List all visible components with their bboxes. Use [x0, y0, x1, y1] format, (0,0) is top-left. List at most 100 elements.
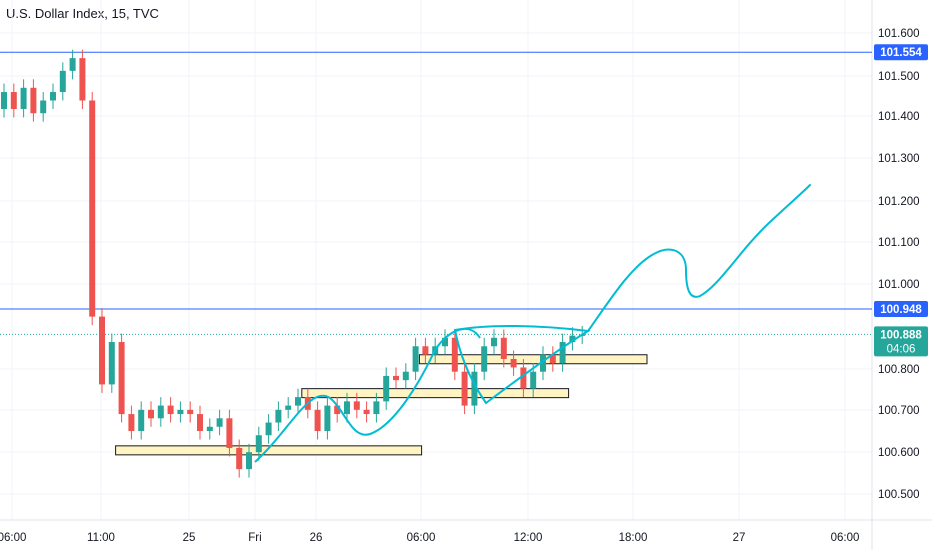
- level-price-label: 101.554: [880, 47, 922, 59]
- candle-body: [99, 316, 105, 385]
- candle: [89, 92, 96, 326]
- candle-body: [69, 58, 76, 71]
- pattern-drawing-left: [254, 328, 481, 463]
- candle-body: [128, 414, 135, 432]
- candle-body: [265, 422, 272, 436]
- zone-box: [115, 445, 423, 456]
- candle-body: [510, 358, 517, 368]
- y-tick-label: 100.700: [878, 405, 920, 417]
- candle-body: [216, 418, 223, 427]
- candle: [491, 329, 497, 355]
- candle: [442, 329, 448, 355]
- candle-body: [363, 409, 370, 415]
- x-tick-label: 18:00: [619, 532, 648, 544]
- candle-body: [148, 409, 154, 419]
- candle: [559, 333, 566, 372]
- candle: [255, 426, 262, 461]
- x-tick-label: 12:00: [514, 532, 543, 544]
- candle: [275, 401, 282, 432]
- candle-body: [334, 405, 341, 415]
- candle: [246, 443, 252, 478]
- candle-body: [540, 354, 546, 372]
- candle-body: [569, 335, 576, 343]
- candle: [1, 83, 7, 118]
- y-tick-label: 101.300: [878, 153, 920, 165]
- candle-body: [108, 342, 115, 385]
- candle-body: [138, 409, 145, 432]
- triangle-drawing: [453, 325, 591, 405]
- candle: [393, 367, 399, 389]
- candles: [1, 49, 586, 478]
- level-price-label-bg: [874, 44, 928, 61]
- y-tick-label: 101.000: [878, 279, 920, 291]
- candle-body: [206, 426, 213, 432]
- candle: [236, 439, 243, 478]
- y-tick-label: 101.400: [878, 111, 920, 123]
- candle: [50, 83, 56, 109]
- candle: [549, 346, 556, 372]
- candle: [20, 79, 27, 118]
- level-price-label-bg: [874, 300, 928, 317]
- chart-title: U.S. Dollar Index, 15, TVC: [6, 6, 159, 21]
- candle: [481, 337, 488, 381]
- candle: [451, 329, 458, 381]
- candle: [461, 363, 468, 415]
- candle: [540, 346, 546, 381]
- candle: [138, 401, 145, 440]
- candle-body: [520, 367, 527, 389]
- current-price-label: 100.888: [880, 329, 922, 341]
- candle: [128, 405, 135, 440]
- candle-body: [295, 397, 301, 406]
- candle-body: [530, 371, 537, 389]
- zone-box: [301, 388, 570, 399]
- x-tick-label: 11:00: [87, 532, 115, 544]
- x-tick-label: 27: [733, 532, 746, 544]
- x-tick-label: 06:00: [831, 532, 860, 544]
- candle: [10, 83, 17, 118]
- candle: [79, 49, 86, 109]
- candle: [353, 392, 360, 419]
- y-tick-label: 101.100: [878, 237, 920, 249]
- candle: [383, 367, 390, 410]
- candle-body: [79, 58, 86, 101]
- candle-body: [59, 70, 66, 93]
- candle-body: [559, 342, 566, 364]
- candle: [510, 350, 517, 376]
- x-tick-label: 25: [183, 532, 196, 544]
- candle-body: [246, 452, 252, 470]
- candle: [314, 401, 321, 440]
- candle: [206, 418, 213, 440]
- candle: [569, 327, 576, 351]
- candle: [216, 409, 223, 436]
- candle: [167, 397, 174, 423]
- candle-body: [549, 354, 556, 364]
- current-price-label-bg: [874, 326, 928, 357]
- candle: [157, 397, 164, 427]
- zones: [115, 354, 648, 456]
- candle: [59, 62, 66, 101]
- candle: [30, 79, 37, 122]
- candle-body: [373, 401, 380, 415]
- candle-body: [353, 401, 360, 410]
- candle: [471, 363, 478, 415]
- y-tick-label: 100.600: [878, 447, 920, 459]
- y-tick-label: 101.500: [878, 71, 920, 83]
- grid: [0, 0, 872, 520]
- candle: [402, 363, 409, 389]
- candle: [108, 333, 115, 393]
- candle: [265, 414, 272, 444]
- candle-body: [383, 375, 390, 402]
- axes: 101.600 101.500 101.400 101.300 101.200 101.1…: [0, 28, 920, 544]
- candle-body: [20, 87, 27, 109]
- candle-body: [10, 92, 17, 109]
- candle-body: [1, 92, 7, 109]
- candle-body: [285, 405, 292, 410]
- candle-body: [412, 346, 419, 372]
- candle-body: [461, 371, 468, 406]
- candle-body: [451, 337, 458, 372]
- candle: [99, 308, 105, 393]
- level-price-label: 100.948: [880, 304, 922, 316]
- candle-body: [118, 342, 125, 415]
- candle-body: [30, 87, 37, 114]
